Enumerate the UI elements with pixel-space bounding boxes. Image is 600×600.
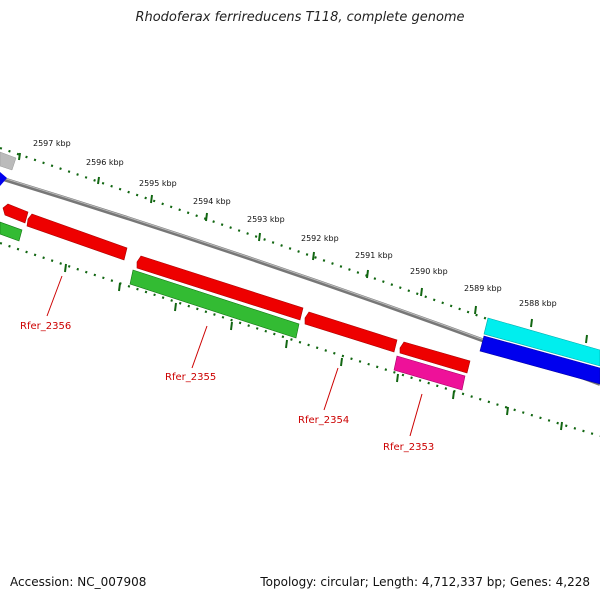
gene-label: Rfer_2355 [165, 372, 216, 383]
leader-line [323, 367, 339, 411]
scale-label: 2589 kbp [464, 284, 502, 293]
scale-tick [258, 232, 261, 242]
gene-label: Rfer_2353 [383, 442, 434, 453]
scale-label: 2592 kbp [301, 234, 339, 243]
blue-feature-right [479, 335, 600, 385]
gene-red-2355 [136, 255, 304, 321]
leader-line [46, 275, 63, 317]
gene-red-2356 [26, 213, 128, 261]
leader-line [409, 393, 423, 437]
gene-pink [393, 355, 466, 391]
gene-label: Rfer_2356 [20, 321, 71, 332]
scale-tick [64, 263, 67, 273]
scale-tick [312, 251, 315, 261]
gray-feature [0, 151, 17, 171]
genome-title: Rhodoferax ferrireducens T118, complete … [135, 10, 465, 25]
scale-tick [205, 212, 208, 222]
scale-label: 2594 kbp [193, 197, 231, 206]
scale-tick [285, 339, 288, 349]
genome-stats-label: Topology: circular; Length: 4,712,337 bp… [260, 575, 590, 589]
gene-red-small [2, 203, 29, 224]
scale-tick [97, 176, 100, 185]
scale-tick [585, 334, 588, 344]
scale-label: 2593 kbp [247, 215, 285, 224]
gene-red-2353 [399, 341, 471, 374]
gene-green-2355 [129, 269, 300, 339]
scale-label: 2590 kbp [410, 267, 448, 276]
scale-tick [452, 390, 455, 400]
accession-label: Accession: NC_007908 [10, 575, 147, 589]
scale-tick [530, 318, 533, 328]
scale-tick [340, 357, 343, 367]
gene-green-left [0, 221, 23, 242]
scale-tick [474, 305, 477, 315]
scale-label: 2596 kbp [86, 158, 124, 167]
scale-tick [506, 406, 509, 416]
scale-tick [420, 287, 423, 297]
scale-label: 2588 kbp [519, 299, 557, 308]
scale-ticks [18, 152, 588, 344]
blue-feature-left [0, 172, 7, 186]
scale-label: 2591 kbp [355, 251, 393, 260]
scale-tick [560, 421, 563, 431]
scale-tick [150, 194, 153, 204]
scale-label: 2595 kbp [139, 179, 177, 188]
scale-tick [230, 321, 233, 331]
scale-label: 2597 kbp [33, 139, 71, 148]
inner-scale-track [0, 241, 600, 438]
leader-line [191, 325, 208, 369]
scale-tick [396, 373, 399, 383]
scale-tick [118, 282, 121, 292]
scale-ticks-lower [64, 263, 563, 431]
scale-tick [174, 302, 177, 312]
gene-red-2354 [304, 311, 398, 353]
gene-label: Rfer_2354 [298, 415, 349, 426]
scale-tick [366, 269, 369, 279]
scale-tick [18, 152, 21, 161]
cyan-feature [483, 317, 600, 367]
